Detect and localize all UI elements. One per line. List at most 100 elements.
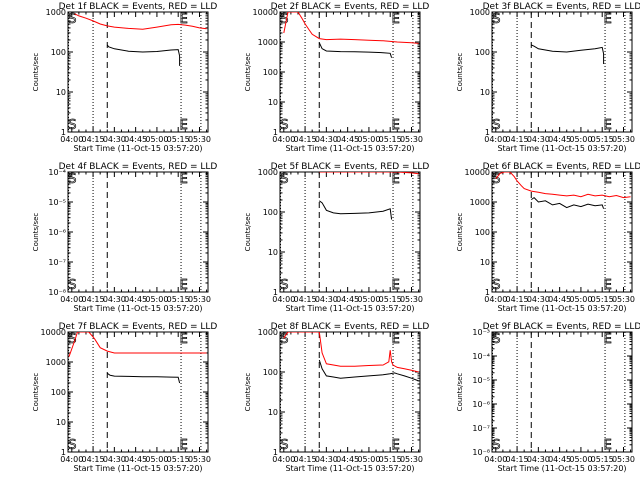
chart-panel-3: Det 3f BLACK = Events, RED = LLD 1 10 100 10… bbox=[456, 2, 640, 153]
y-tick-label: 10⁻⁶ bbox=[472, 400, 490, 409]
y-tick-label: 10⁻⁵ bbox=[472, 376, 490, 385]
chart-title: Det 2f BLACK = Events, RED = LLD bbox=[271, 2, 430, 12]
end-marker-top: E bbox=[392, 172, 400, 187]
chart-panel-5: Det 5f BLACK = Events, RED = LLD 1 10 100 10… bbox=[244, 162, 429, 313]
x-tick-label: 05:30 bbox=[400, 135, 423, 144]
x-tick-label: 05:30 bbox=[612, 295, 635, 304]
y-tick-label: 1000 bbox=[46, 358, 66, 367]
red-lld-series bbox=[319, 172, 419, 175]
end-marker-bottom: E bbox=[392, 118, 400, 133]
y-axis-label: Counts/sec bbox=[32, 53, 40, 92]
end-marker-top: E bbox=[180, 332, 188, 347]
y-tick-label: 10000 bbox=[253, 8, 278, 17]
x-axis-label: Start Time (11-Oct-15 03:57:20) bbox=[73, 304, 202, 313]
y-tick-label: 10⁻⁸ bbox=[472, 448, 490, 457]
y-axis-label: Counts/sec bbox=[244, 53, 252, 92]
y-tick-label: 10000 bbox=[41, 328, 66, 337]
end-marker-bottom: E bbox=[392, 438, 400, 453]
x-tick-label: 04:45 bbox=[548, 135, 571, 144]
y-tick-label: 1 bbox=[273, 448, 278, 457]
x-tick-label: 04:00 bbox=[484, 135, 507, 144]
plot-frame bbox=[279, 331, 421, 453]
y-tick-label: 10⁻⁷ bbox=[472, 424, 490, 433]
end-marker-top: E bbox=[392, 332, 400, 347]
y-tick-label: 1 bbox=[485, 128, 490, 137]
x-tick-label: 04:30 bbox=[315, 135, 338, 144]
y-tick-label: 100 bbox=[475, 48, 490, 57]
start-marker-bottom: S bbox=[68, 438, 76, 453]
x-tick-label: 05:00 bbox=[569, 135, 592, 144]
x-tick-label: 04:00 bbox=[272, 455, 295, 464]
black-events-series bbox=[107, 372, 181, 384]
chart-panel-6: Det 6f BLACK = Events, RED = LLD 1 10 100 10… bbox=[456, 162, 640, 313]
x-tick-label: 04:45 bbox=[336, 455, 359, 464]
series-group bbox=[68, 332, 207, 384]
series-group bbox=[531, 44, 605, 64]
start-marker-top: S bbox=[492, 172, 500, 187]
y-axis-label: Counts/sec bbox=[32, 213, 40, 252]
red-lld-series bbox=[495, 172, 631, 199]
x-tick-label: 05:00 bbox=[145, 455, 168, 464]
y-tick-label: 10 bbox=[268, 408, 278, 417]
y-tick-label: 100 bbox=[475, 228, 490, 237]
y-axis-label: Counts/sec bbox=[456, 213, 464, 252]
chart-title: Det 8f BLACK = Events, RED = LLD bbox=[271, 322, 430, 332]
x-tick-label: 04:45 bbox=[336, 135, 359, 144]
end-marker-bottom: E bbox=[180, 118, 188, 133]
y-tick-label: 10 bbox=[480, 88, 490, 97]
chart-panel-7: Det 7f BLACK = Events, RED = LLD 1 10 100 10… bbox=[32, 322, 217, 473]
y-tick-label: 10⁻³ bbox=[472, 328, 490, 337]
x-tick-label: 05:00 bbox=[145, 135, 168, 144]
x-tick-label: 05:15 bbox=[591, 455, 614, 464]
x-tick-label: 05:30 bbox=[188, 135, 211, 144]
series-group bbox=[283, 332, 419, 382]
plot-frame bbox=[491, 11, 633, 133]
y-tick-label: 100 bbox=[51, 388, 66, 397]
x-tick-label: 05:30 bbox=[612, 455, 635, 464]
end-marker-bottom: E bbox=[392, 278, 400, 293]
x-tick-label: 05:15 bbox=[591, 135, 614, 144]
end-marker-bottom: E bbox=[604, 278, 612, 293]
x-tick-label: 05:00 bbox=[357, 455, 380, 464]
x-tick-label: 04:00 bbox=[272, 135, 295, 144]
x-tick-label: 05:00 bbox=[357, 295, 380, 304]
chart-panel-9: Det 9f BLACK = Events, RED = LLD 10⁻⁸ 10⁻⁷… bbox=[456, 322, 640, 473]
plot-frame bbox=[491, 331, 633, 453]
y-axis-label: Counts/sec bbox=[244, 373, 252, 412]
black-events-series bbox=[106, 44, 181, 66]
x-tick-label: 04:30 bbox=[527, 135, 550, 144]
x-tick-label: 05:00 bbox=[145, 295, 168, 304]
x-tick-label: 04:15 bbox=[506, 135, 529, 144]
chart-title: Det 6f BLACK = Events, RED = LLD bbox=[483, 162, 640, 172]
black-events-series bbox=[318, 42, 393, 58]
x-tick-label: 05:30 bbox=[188, 455, 211, 464]
x-tick-label: 05:30 bbox=[188, 295, 211, 304]
red-lld-series bbox=[68, 332, 207, 357]
x-axis-label: Start Time (11-Oct-15 03:57:20) bbox=[497, 144, 626, 153]
start-marker-top: S bbox=[492, 332, 500, 347]
x-tick-label: 05:30 bbox=[400, 295, 423, 304]
chart-title: Det 9f BLACK = Events, RED = LLD bbox=[483, 322, 640, 332]
x-axis-label: Start Time (11-Oct-15 03:57:20) bbox=[285, 144, 414, 153]
y-axis-label: Counts/sec bbox=[32, 373, 40, 412]
y-tick-label: 10 bbox=[56, 88, 66, 97]
x-tick-label: 04:00 bbox=[60, 135, 83, 144]
x-tick-label: 04:15 bbox=[294, 455, 317, 464]
y-tick-label: 100 bbox=[51, 48, 66, 57]
y-tick-label: 1000 bbox=[46, 8, 66, 17]
plot-frame bbox=[67, 171, 209, 293]
y-tick-label: 10⁻⁴ bbox=[48, 168, 66, 177]
x-tick-label: 04:00 bbox=[60, 455, 83, 464]
x-axis-label: Start Time (11-Oct-15 03:57:20) bbox=[73, 464, 202, 473]
x-tick-label: 05:15 bbox=[379, 295, 402, 304]
x-tick-label: 04:45 bbox=[548, 295, 571, 304]
start-marker-bottom: S bbox=[68, 278, 76, 293]
chart-panel-8: Det 8f BLACK = Events, RED = LLD 1 10 100 10… bbox=[244, 322, 429, 473]
y-axis-label: Counts/sec bbox=[244, 213, 252, 252]
x-tick-label: 04:45 bbox=[548, 455, 571, 464]
y-tick-label: 1000 bbox=[258, 38, 278, 47]
end-marker-bottom: E bbox=[180, 278, 188, 293]
chart-title: Det 3f BLACK = Events, RED = LLD bbox=[483, 2, 640, 12]
red-lld-series bbox=[283, 12, 419, 44]
y-tick-label: 10⁻⁷ bbox=[48, 258, 66, 267]
